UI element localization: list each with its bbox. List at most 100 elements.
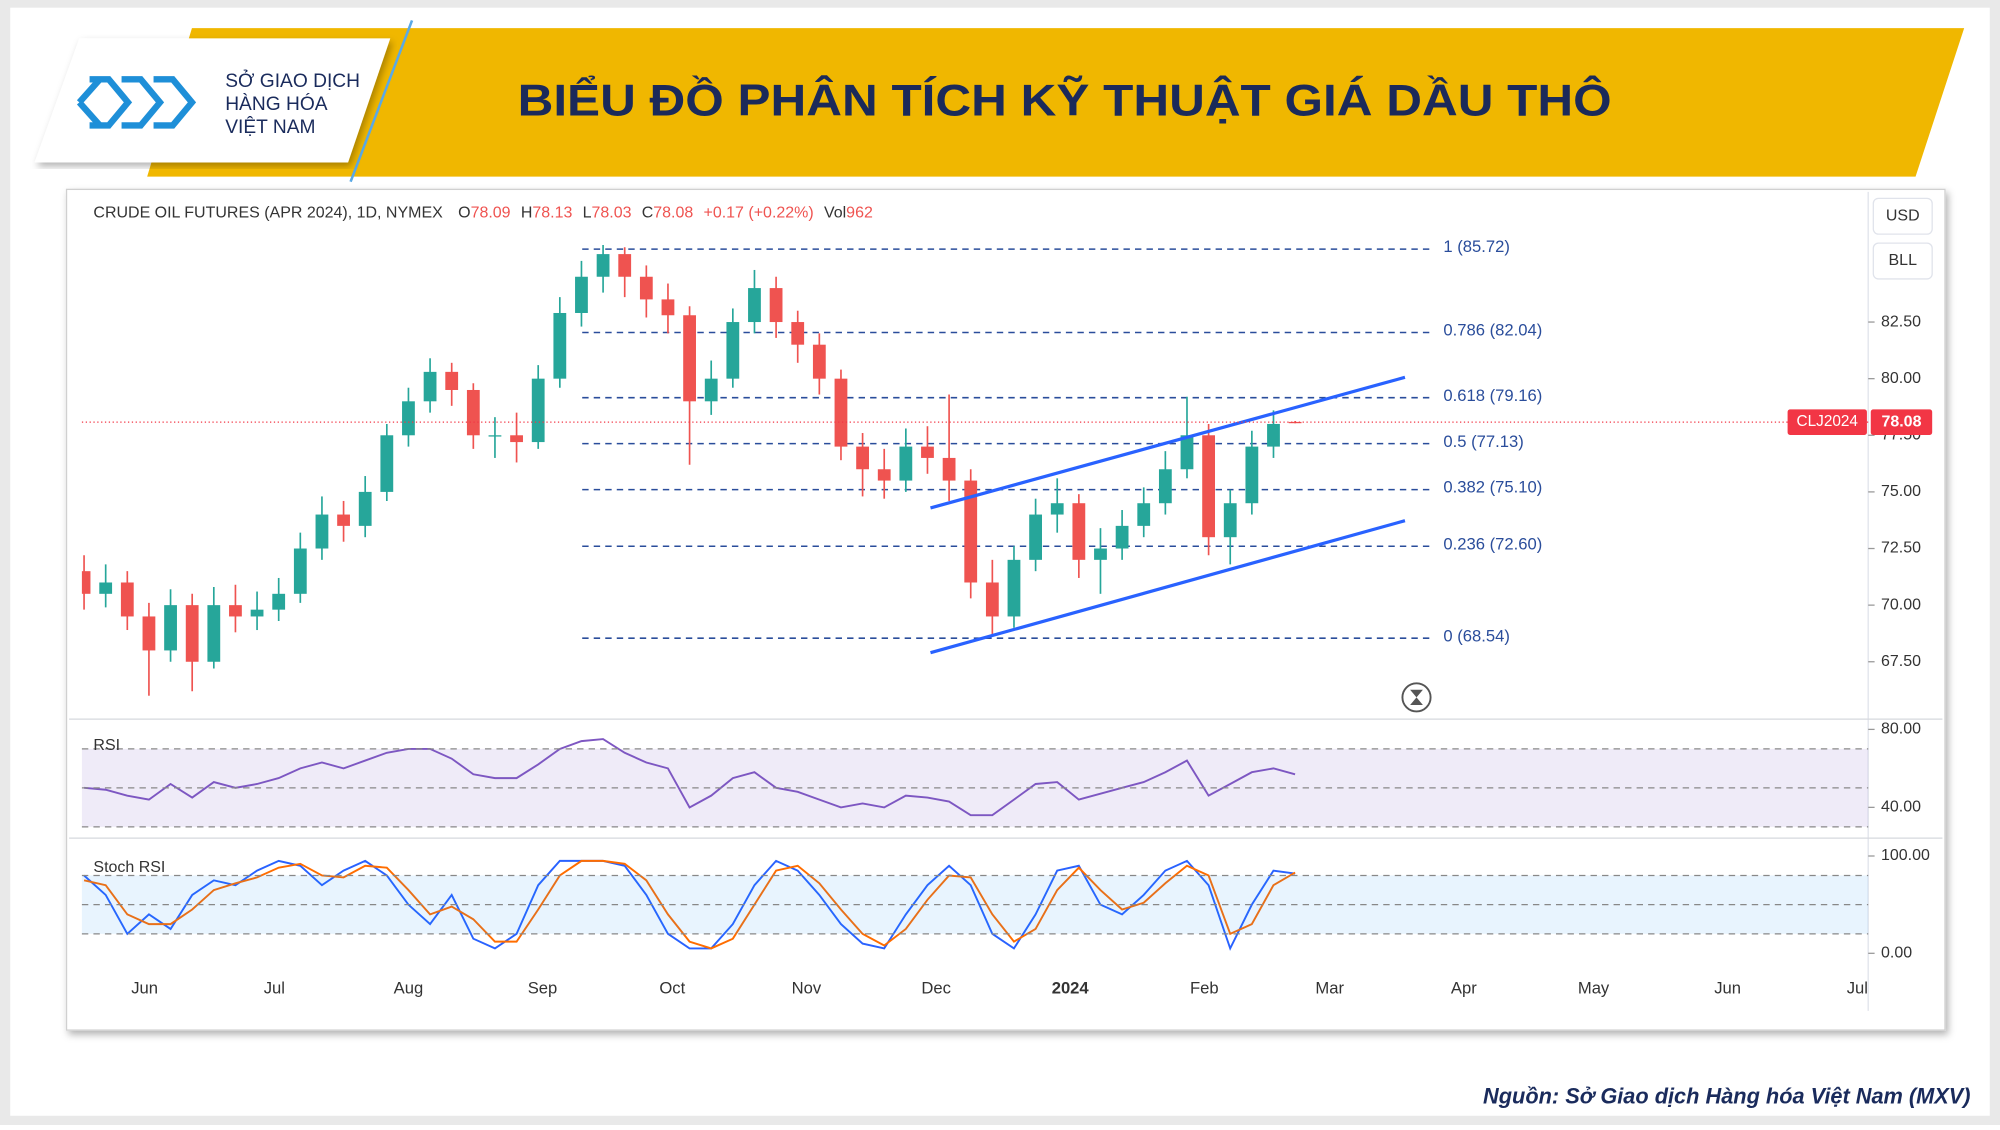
y-tick-label: 67.50 [1881, 653, 1921, 670]
unit-label: BLL [1889, 252, 1918, 269]
volume-label: Vol [824, 205, 846, 222]
logo-text: SỞ GIAO DỊCH HÀNG HÓA VIỆT NAM [225, 70, 360, 138]
logo-line: SỞ GIAO DỊCH [225, 70, 360, 92]
currency-button[interactable] [1872, 197, 1933, 235]
y-tick-label: 82.50 [1881, 313, 1921, 330]
candle-body [748, 288, 761, 323]
unit-button[interactable] [1872, 242, 1933, 280]
currency-label: USD [1886, 207, 1920, 224]
x-tick-label: Aug [394, 979, 424, 998]
candle-body [488, 435, 502, 437]
candle-body [315, 514, 329, 549]
candle-body [510, 435, 523, 443]
candle-body [661, 299, 675, 316]
candle-body [99, 582, 113, 594]
last-price-label: 78.08 [1881, 413, 1921, 430]
y-tick-label: 75.00 [1881, 483, 1921, 500]
ohlc-value: 78.08 [653, 205, 693, 222]
fib-label: 0.5 (77.13) [1443, 432, 1523, 451]
ohlc-label: C [642, 205, 654, 222]
candle-body [596, 254, 610, 277]
candle-body [466, 389, 480, 436]
fib-label: 0 (68.54) [1443, 626, 1510, 645]
header-accent [349, 20, 414, 183]
volume-value: 962 [846, 205, 873, 222]
trendline [930, 519, 1406, 655]
x-tick-label: Mar [1315, 979, 1344, 998]
candle-body [1029, 514, 1042, 560]
candle-body [445, 371, 459, 390]
ohlc-value: 78.09 [471, 205, 511, 222]
candle-body [877, 469, 891, 481]
replay-icon[interactable] [1401, 682, 1432, 713]
candle-body [921, 446, 934, 458]
candle-body [899, 446, 913, 481]
indicator-line [83, 859, 1296, 950]
candle-body [1223, 503, 1237, 538]
trendline [930, 375, 1406, 510]
candle-body [1267, 423, 1280, 447]
y-tick-label: 80.00 [1881, 721, 1921, 738]
indicator-title: RSI [93, 737, 120, 754]
x-tick-label: Apr [1451, 979, 1477, 998]
fib-label: 1 (85.72) [1443, 237, 1510, 256]
source-note: Nguồn: Sở Giao dịch Hàng hóa Việt Nam (M… [1483, 1084, 1971, 1109]
x-tick-label: Sep [528, 979, 558, 998]
candle-body [81, 571, 91, 594]
candle-body [402, 401, 415, 436]
candle-body [791, 322, 805, 345]
candle-body [942, 457, 956, 481]
candle-body [704, 378, 718, 402]
y-tick-label: 72.50 [1881, 540, 1921, 557]
symbol-tag [1787, 409, 1867, 435]
x-tick-label: Feb [1190, 979, 1219, 998]
x-tick-label: Jul [1847, 979, 1868, 998]
candle-body [1180, 435, 1194, 470]
candle-body [618, 254, 632, 277]
indicator-line [83, 738, 1296, 817]
x-tick-label: Jun [1714, 979, 1741, 998]
candle-body [1245, 446, 1259, 504]
x-tick-label: Oct [659, 979, 685, 998]
y-tick-label: 100.00 [1881, 847, 1930, 864]
x-tick-label: Jul [264, 979, 285, 998]
change-value: +0.17 (+0.22%) [704, 205, 814, 222]
candle-body [683, 315, 696, 402]
candle-body [575, 276, 588, 313]
candle-body [1158, 469, 1172, 504]
ohlc-label: L [583, 205, 592, 222]
candle-body [250, 609, 264, 617]
candle-body [358, 491, 372, 526]
y-tick-label: 70.00 [1881, 596, 1921, 613]
fib-label: 0.236 (72.60) [1443, 534, 1542, 553]
fib-label: 0.618 (79.16) [1443, 386, 1542, 405]
page-title: BIỂU ĐỒ PHÂN TÍCH KỸ THUẬT GIÁ DẦU THÔ [518, 74, 1612, 125]
indicator-title: Stoch RSI [93, 859, 165, 876]
candle-body [964, 480, 978, 583]
candle-body [553, 312, 567, 379]
chart-title: CRUDE OIL FUTURES (APR 2024), 1D, NYMEX [93, 205, 443, 222]
candle-body [380, 435, 394, 492]
candle-body [1202, 435, 1216, 538]
y-tick-label: 80.00 [1881, 370, 1921, 387]
candle-body [164, 605, 177, 651]
candle-body [185, 605, 199, 662]
candle-body [423, 371, 437, 402]
last-price-tag [1870, 409, 1933, 435]
candle-body [1007, 559, 1021, 617]
candle-body [207, 605, 221, 662]
fib-label: 0.786 (82.04) [1443, 321, 1542, 340]
candle-body [142, 616, 156, 651]
candle-body [985, 582, 999, 617]
indicator-line [83, 859, 1296, 951]
logo-icon [76, 76, 197, 129]
chart-legend: CRUDE OIL FUTURES (APR 2024), 1D, NYMEX O… [93, 205, 873, 222]
candle-body [120, 582, 134, 617]
ohlc-label: O [458, 205, 470, 222]
candle-body [1050, 503, 1064, 515]
candle-body [726, 322, 740, 379]
candle-body [856, 446, 869, 470]
ohlc-value: 78.03 [591, 205, 631, 222]
header-band [147, 28, 1965, 177]
x-tick-label: Nov [792, 979, 822, 998]
